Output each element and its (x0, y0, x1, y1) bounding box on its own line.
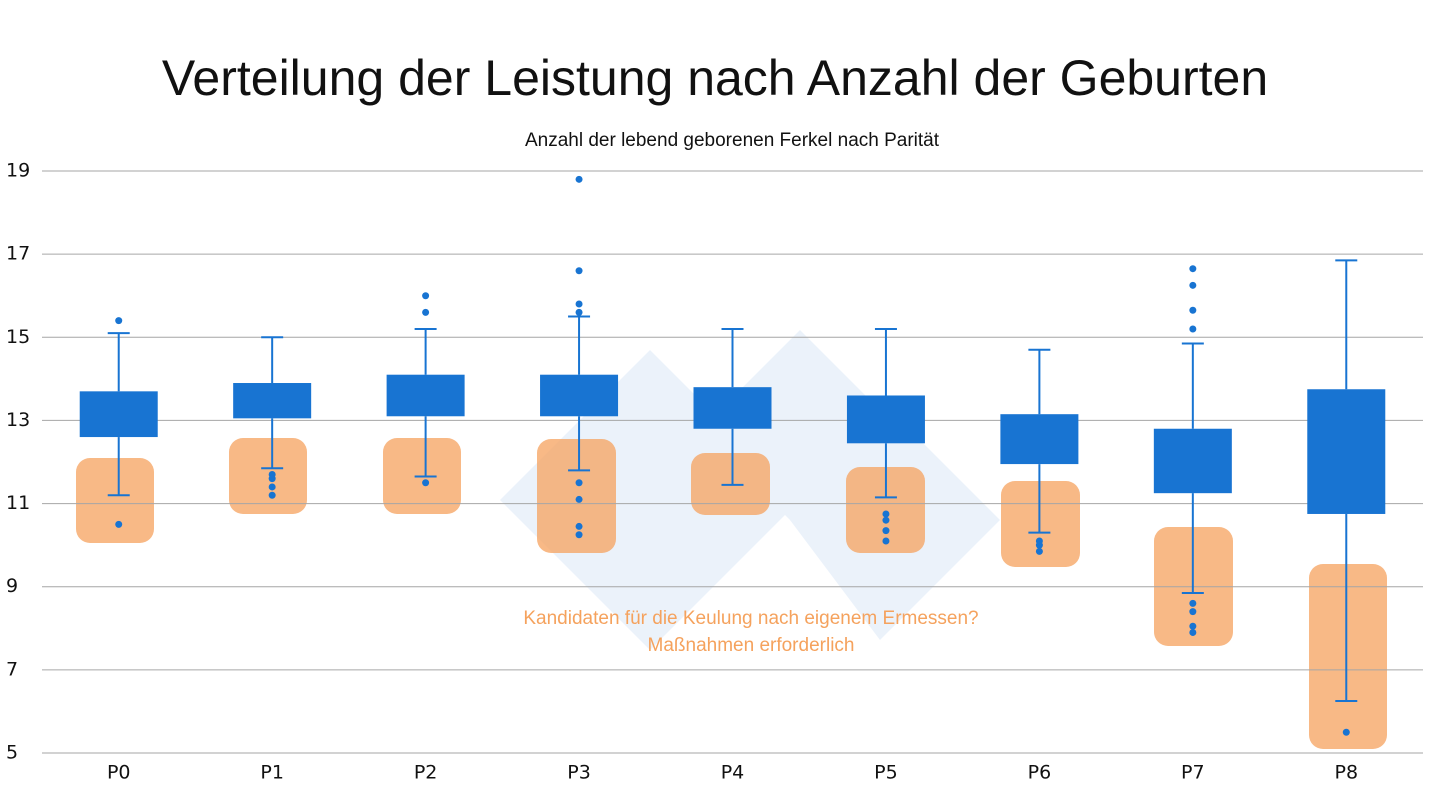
x-tick-label: P0 (107, 762, 131, 784)
highlight-area (1309, 564, 1387, 749)
outlier (422, 292, 430, 300)
x-tick-label: P4 (721, 762, 745, 784)
outlier (882, 516, 890, 524)
y-tick-label: 5 (6, 742, 18, 764)
outlier (882, 527, 890, 535)
outlier (1342, 728, 1350, 736)
outlier (268, 483, 276, 491)
y-tick-label: 7 (6, 658, 18, 680)
box (1000, 414, 1079, 465)
outlier (575, 479, 583, 487)
outlier (1189, 599, 1197, 607)
chart-subtitle: Anzahl der lebend geborenen Ferkel nach … (525, 130, 940, 151)
annotation: Maßnahmen erforderlich (648, 635, 855, 656)
box (1153, 428, 1232, 494)
outlier (1035, 547, 1043, 555)
x-tick-label: P3 (567, 762, 591, 784)
box (693, 387, 772, 429)
highlight-area (846, 467, 925, 553)
box (79, 391, 158, 438)
box (233, 383, 312, 419)
y-tick-label: 15 (6, 326, 30, 348)
outlier (882, 537, 890, 545)
outlier (115, 317, 123, 325)
outlier (1189, 622, 1197, 630)
outlier (882, 510, 890, 518)
highlight-area (1001, 481, 1080, 567)
outlier (1189, 608, 1197, 616)
x-tick-label: P6 (1028, 762, 1052, 784)
outlier (1189, 628, 1197, 636)
outlier (422, 308, 430, 316)
y-tick-label: 9 (6, 575, 18, 597)
outlier (1189, 281, 1197, 289)
x-tick-label: P5 (874, 762, 898, 784)
outlier (575, 531, 583, 539)
outlier (115, 520, 123, 528)
outlier (575, 267, 583, 275)
y-tick-label: 17 (6, 243, 30, 265)
outlier (1189, 325, 1197, 333)
outlier (575, 522, 583, 530)
outlier (575, 175, 583, 183)
x-tick-label: P1 (260, 762, 284, 784)
y-tick-label: 11 (6, 492, 30, 514)
outlier (575, 495, 583, 503)
outlier (1189, 306, 1197, 314)
chart-title: Verteilung der Leistung nach Anzahl der … (162, 50, 1268, 106)
y-tick-label: 13 (6, 409, 30, 431)
outlier (268, 491, 276, 499)
x-tick-label: P2 (414, 762, 438, 784)
annotation: Kandidaten für die Keulung nach eigenem … (523, 608, 978, 629)
box (540, 374, 619, 417)
x-tick-label: P8 (1335, 762, 1359, 784)
box (846, 395, 925, 444)
highlight-area (229, 438, 307, 514)
outlier (1035, 541, 1043, 549)
highlight-area (76, 458, 154, 543)
box (386, 374, 465, 417)
y-tick-label: 19 (6, 160, 30, 182)
outlier (422, 479, 430, 487)
outlier (575, 308, 583, 316)
outlier (1189, 265, 1197, 273)
highlight-area (537, 439, 616, 553)
outlier (575, 300, 583, 308)
outlier (268, 475, 276, 483)
box (1307, 389, 1386, 514)
x-tick-label: P7 (1181, 762, 1205, 784)
